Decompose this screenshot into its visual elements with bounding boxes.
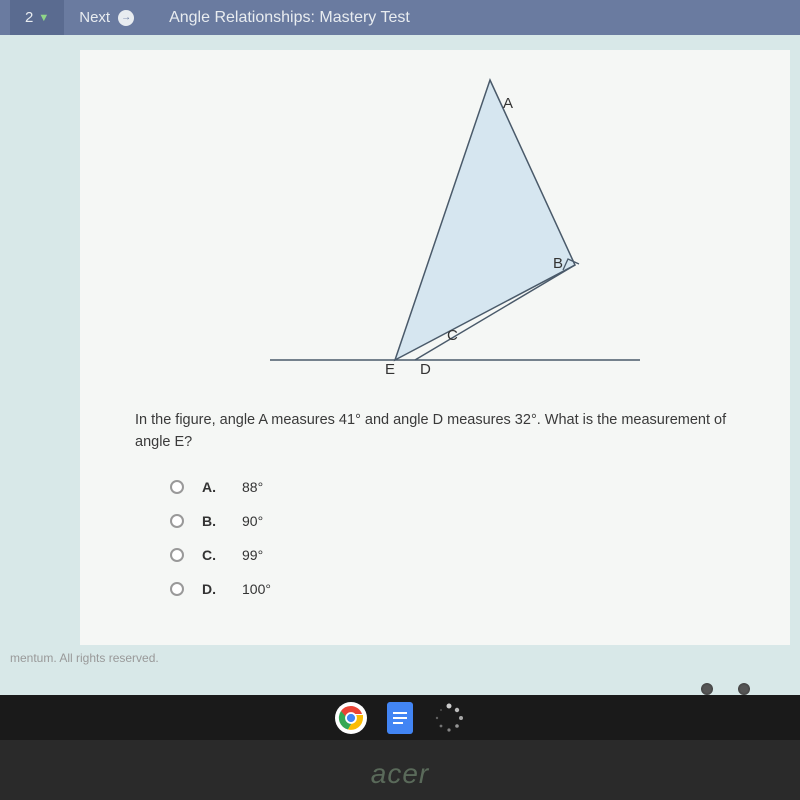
- option-letter: D.: [202, 581, 224, 597]
- option-value: 99°: [242, 547, 263, 563]
- copyright-text: mentum. All rights reserved.: [10, 651, 159, 665]
- answer-options: A. 88° B. 90° C. 99° D. 100°: [170, 479, 750, 597]
- loading-spinner-icon[interactable]: [433, 702, 465, 734]
- radio-button[interactable]: [170, 514, 184, 528]
- vertex-label-E: E: [385, 361, 395, 378]
- radio-button[interactable]: [170, 548, 184, 562]
- screen-area: 2 ▼ Next → Angle Relationships: Mastery …: [0, 0, 800, 700]
- chevron-down-icon: ▼: [38, 12, 49, 24]
- docs-icon[interactable]: [387, 702, 413, 734]
- vertex-label-B: B: [553, 255, 563, 272]
- taskbar: [0, 695, 800, 740]
- question-number-dropdown[interactable]: 2 ▼: [10, 0, 64, 35]
- next-button[interactable]: Next →: [64, 0, 149, 35]
- radio-button[interactable]: [170, 582, 184, 596]
- option-value: 100°: [242, 581, 271, 597]
- option-row[interactable]: B. 90°: [170, 513, 750, 529]
- arrow-right-icon: →: [118, 10, 134, 26]
- camera-dot: [738, 683, 750, 695]
- vertex-label-D: D: [420, 361, 431, 378]
- option-value: 88°: [242, 479, 263, 495]
- camera-dot: [701, 683, 713, 695]
- next-label: Next: [79, 9, 110, 26]
- header-bar: 2 ▼ Next → Angle Relationships: Mastery …: [0, 0, 800, 35]
- option-row[interactable]: C. 99°: [170, 547, 750, 563]
- question-card: A B C D E In the figure, angle A measure…: [80, 50, 790, 645]
- camera-dots: [701, 683, 750, 695]
- triangle-diagram: A B C D E: [220, 70, 680, 390]
- option-row[interactable]: A. 88°: [170, 479, 750, 495]
- vertex-label-A: A: [503, 95, 513, 112]
- chrome-icon[interactable]: [335, 702, 367, 734]
- question-number: 2: [25, 9, 33, 26]
- option-value: 90°: [242, 513, 263, 529]
- geometry-figure: A B C D E: [220, 70, 680, 390]
- page-title: Angle Relationships: Mastery Test: [149, 9, 430, 27]
- radio-button[interactable]: [170, 480, 184, 494]
- option-letter: B.: [202, 513, 224, 529]
- laptop-brand-label: acer: [371, 758, 429, 790]
- vertex-label-C: C: [447, 327, 458, 344]
- option-row[interactable]: D. 100°: [170, 581, 750, 597]
- option-letter: C.: [202, 547, 224, 563]
- option-letter: A.: [202, 479, 224, 495]
- question-text: In the figure, angle A measures 41° and …: [135, 410, 750, 454]
